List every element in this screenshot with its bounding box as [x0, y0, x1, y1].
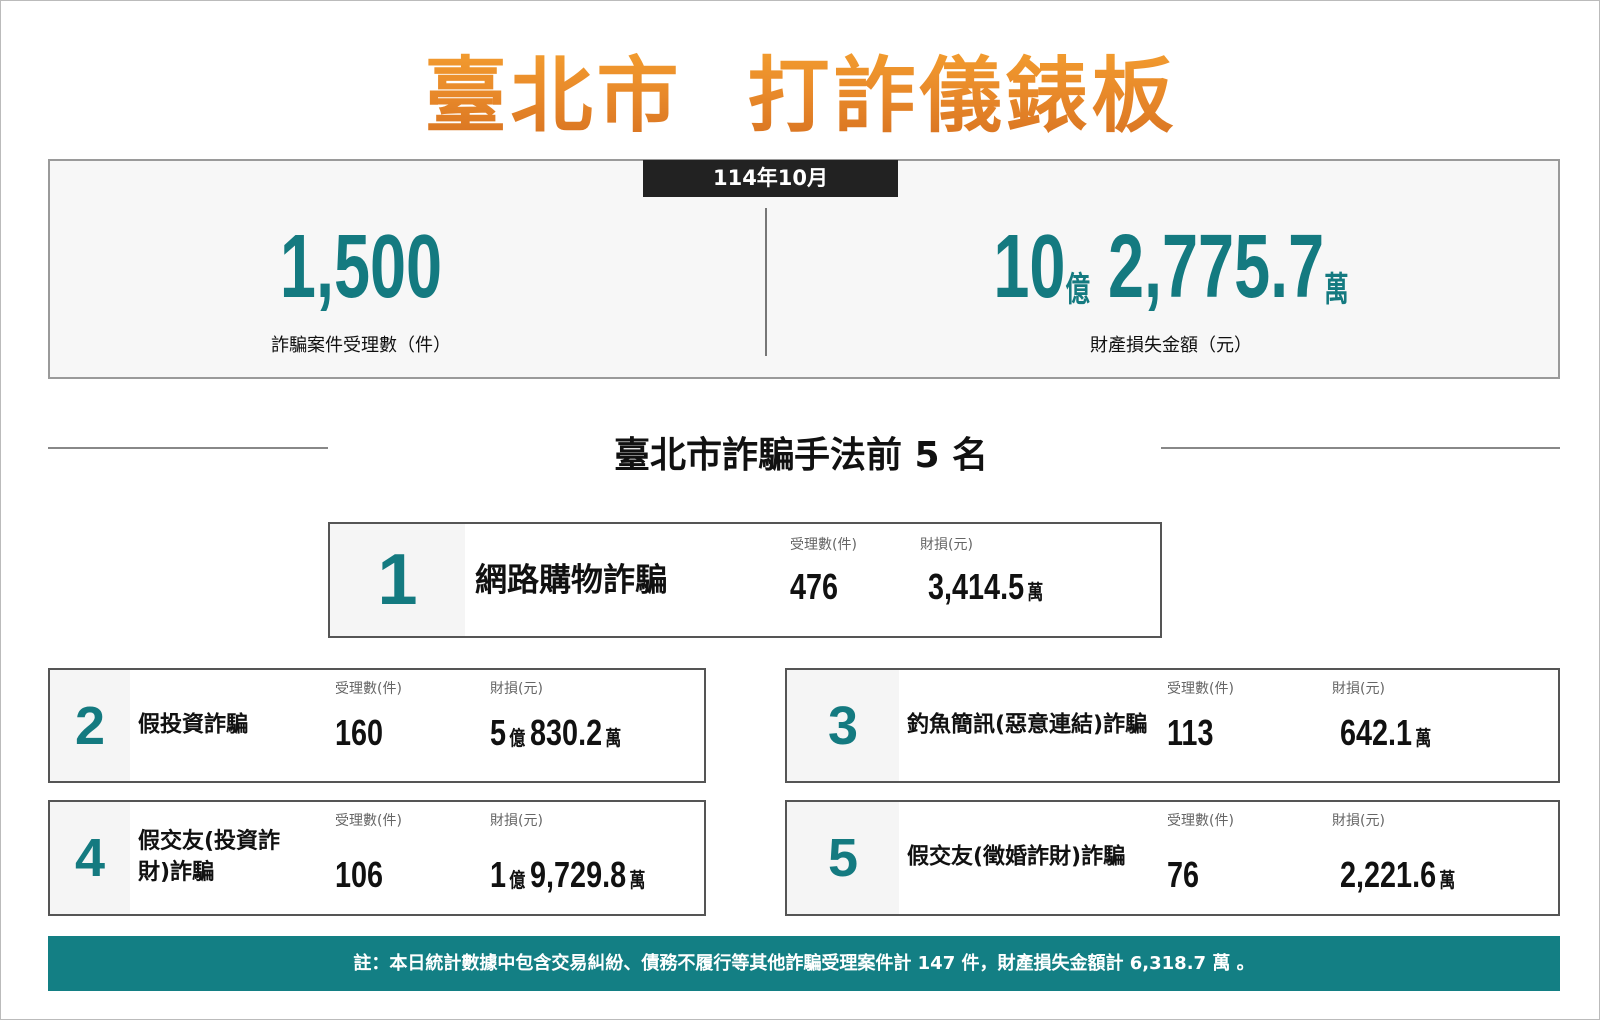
fraud-rank-card: 1 網路購物詐騙 受理數(件) 財損(元) 476 3,414.5 萬 — [328, 522, 1162, 638]
loss-wan-unit: 萬 — [605, 728, 622, 750]
loss-yi: 1 — [490, 854, 507, 895]
rank-number: 3 — [787, 670, 899, 781]
cases-label: 受理數(件) — [1167, 813, 1234, 829]
loss-value: 1 億 9,729.8 萬 — [490, 854, 645, 896]
fraud-type-name: 假交友(投資詐財)詐騙 — [138, 829, 281, 885]
rank-number: 2 — [50, 670, 130, 781]
fraud-type-name: 假交友(徵婚詐財)詐騙 — [907, 844, 1126, 870]
footer-note: 註：本日統計數據中包含交易糾紛、債務不履行等其他詐騙受理案件計 147 件，財產… — [48, 936, 1560, 991]
cases-value: 113 — [1167, 712, 1214, 753]
loss-label: 財損(元) — [1332, 813, 1385, 829]
cases-value: 160 — [335, 712, 384, 753]
loss-yi-unit: 億 — [1065, 271, 1090, 309]
loss-wan: 3,414.5 — [928, 566, 1025, 607]
total-cases-value: 1,500 — [279, 217, 443, 317]
fraud-rank-card: 4 假交友(投資詐財)詐騙 受理數(件) 財損(元) 106 1 億 9,729.8… — [48, 800, 706, 916]
cases-label: 受理數(件) — [335, 813, 402, 829]
loss-label: 財損(元) — [490, 681, 543, 697]
loss-wan-unit: 萬 — [1324, 271, 1349, 309]
period-badge: 114年10月 — [643, 160, 898, 197]
loss-yi: 10 — [993, 217, 1066, 317]
rank-number: 4 — [50, 802, 130, 914]
dashboard-title: 臺北市 打詐儀錶板 — [1, 29, 1600, 148]
fraud-rank-card: 2 假投資詐騙 受理數(件) 財損(元) 160 5 億 830.2 萬 — [48, 668, 706, 783]
total-cases-label: 詐騙案件受理數（件） — [271, 335, 451, 356]
loss-wan-unit: 萬 — [629, 870, 646, 892]
loss-label: 財損(元) — [920, 537, 973, 553]
total-loss-label: 財產損失金額（元） — [1090, 335, 1252, 356]
loss-value: 5 億 830.2 萬 — [490, 712, 621, 754]
loss-wan: 2,221.6 — [1340, 854, 1437, 895]
loss-wan-unit: 萬 — [1027, 582, 1044, 604]
rank-number: 5 — [787, 802, 899, 914]
loss-wan: 642.1 — [1340, 712, 1413, 753]
fraud-type-name: 釣魚簡訊(惡意連結)詐騙 — [907, 712, 1148, 738]
fraud-rank-card: 5 假交友(徵婚詐財)詐騙 受理數(件) 財損(元) 76 2,221.6 萬 — [785, 800, 1560, 916]
fraud-type-name: 假投資詐騙 — [138, 712, 249, 738]
loss-label: 財損(元) — [1332, 681, 1385, 697]
cases-label: 受理數(件) — [335, 681, 402, 697]
loss-wan: 830.2 — [530, 712, 603, 753]
section-divider-left — [48, 447, 328, 449]
loss-value: 642.1 萬 — [1332, 712, 1431, 754]
rank-number: 1 — [330, 524, 465, 636]
summary-divider — [765, 208, 767, 356]
loss-label: 財損(元) — [490, 813, 543, 829]
section-divider-right — [1161, 447, 1560, 449]
total-loss-value: 10億 2,775.7萬 — [919, 216, 1423, 319]
loss-yi-unit: 億 — [509, 870, 526, 892]
loss-wan-unit: 萬 — [1439, 870, 1456, 892]
fraud-type-name: 網路購物詐騙 — [475, 560, 668, 599]
loss-yi-unit: 億 — [509, 728, 526, 750]
loss-value: 3,414.5 萬 — [920, 566, 1043, 608]
loss-wan: 9,729.8 — [530, 854, 627, 895]
section-title: 臺北市詐騙手法前 5 名 — [613, 435, 989, 476]
fraud-rank-card: 3 釣魚簡訊(惡意連結)詐騙 受理數(件) 財損(元) 113 642.1 萬 — [785, 668, 1560, 783]
cases-label: 受理數(件) — [1167, 681, 1234, 697]
cases-value: 76 — [1167, 854, 1200, 895]
loss-yi: 5 — [490, 712, 507, 753]
cases-value: 106 — [335, 854, 384, 895]
cases-label: 受理數(件) — [790, 537, 857, 553]
loss-value: 2,221.6 萬 — [1332, 854, 1455, 896]
loss-wan: 2,775.7 — [1107, 217, 1325, 317]
loss-wan-unit: 萬 — [1415, 728, 1432, 750]
cases-value: 476 — [790, 566, 839, 607]
